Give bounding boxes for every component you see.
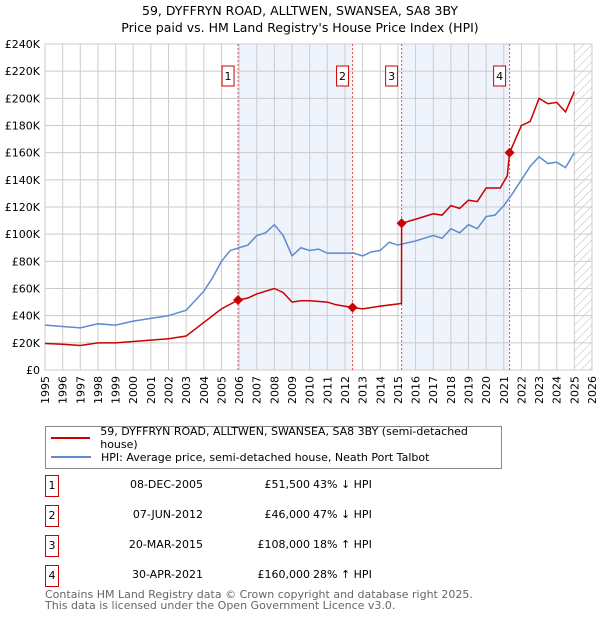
x-tick-label: 1996: [57, 376, 70, 404]
x-tick-label: 2000: [127, 376, 140, 404]
y-tick-label: £200K: [5, 92, 41, 105]
x-tick-label: 2005: [215, 376, 228, 404]
x-tick-label: 2007: [251, 376, 264, 404]
y-tick-label: £180K: [5, 120, 41, 133]
x-tick-label: 2001: [145, 376, 158, 404]
x-tick-label: 1995: [39, 376, 52, 404]
y-tick-label: £140K: [5, 174, 41, 187]
transaction-price: £51,500: [264, 478, 311, 491]
legend-label-property: 59, DYFFRYN ROAD, ALLTWEN, SWANSEA, SA8 …: [100, 425, 468, 451]
transaction-row: 2 07-JUN-2012 £46,000 47% ↓ HPI: [45, 505, 545, 527]
transaction-date: 07-JUN-2012: [132, 508, 203, 521]
x-tick-label: 1997: [74, 376, 87, 404]
marker-label-box: [221, 65, 235, 87]
sale-point-marker: [504, 147, 515, 158]
sale-point-marker: [233, 295, 244, 306]
transaction-price: £46,000: [264, 508, 311, 521]
transaction-number-badge: 4: [45, 565, 59, 587]
transaction-date: 08-DEC-2005: [129, 478, 203, 491]
x-tick-label: 2026: [586, 376, 599, 404]
marker-label-box: [493, 65, 507, 87]
transaction-price: £108,000: [257, 538, 311, 551]
marker-label: 3: [388, 70, 395, 83]
x-tick-label: 2014: [374, 376, 387, 404]
x-tick-label: 2002: [163, 376, 176, 404]
marker-label-box: [336, 65, 350, 87]
chart-subtitle: Price paid vs. HM Land Registry's House …: [121, 20, 479, 35]
y-tick-label: £220K: [5, 65, 41, 78]
blue-line-swatch: [51, 456, 91, 458]
sale-point-marker: [347, 302, 358, 313]
price-chart: 1995 1996 1997 1998 1999 2000 2001 2002 2003 2004…: [5, 38, 599, 404]
x-tick-label: 2018: [445, 376, 458, 404]
transaction-hpi-change: 28% ↑ HPI: [313, 568, 372, 581]
transaction-row: 1 08-DEC-2005 £51,500 43% ↓ HPI: [45, 475, 545, 497]
x-tick-label: 2024: [551, 376, 564, 404]
y-tick-label: £40K: [12, 310, 41, 323]
x-tick-label: 2013: [357, 376, 370, 404]
x-tick-label: 2025: [568, 376, 581, 404]
x-tick-label: 2015: [392, 376, 405, 404]
x-tick-label: 2008: [268, 376, 281, 404]
hpi-line: [44, 152, 576, 329]
footer-licence: This data is licensed under the Open Gov…: [45, 599, 396, 612]
legend-item-property: 59, DYFFRYN ROAD, ALLTWEN, SWANSEA, SA8 …: [51, 425, 501, 451]
transaction-hpi-change: 43% ↓ HPI: [313, 478, 372, 491]
x-tick-label: 2006: [233, 376, 246, 404]
y-tick-label: £240K: [5, 38, 41, 51]
x-tick-label: 2023: [533, 376, 546, 404]
marker-label-box: [385, 65, 399, 87]
x-tick-label: 2009: [286, 376, 299, 404]
footer-copyright: Contains HM Land Registry data © Crown c…: [45, 588, 473, 601]
y-tick-label: £80K: [12, 255, 41, 268]
legend-item-hpi: HPI: Average price, semi-detached house,…: [51, 449, 429, 465]
marker-label: 1: [225, 70, 232, 83]
transaction-number-badge: 3: [45, 535, 59, 557]
y-tick-label: £60K: [12, 283, 41, 296]
y-tick-label: £0: [26, 364, 40, 377]
marker-label: 2: [339, 70, 346, 83]
transaction-price: £160,000: [257, 568, 311, 581]
x-tick-label: 2019: [462, 376, 475, 404]
transaction-date: 30-APR-2021: [131, 568, 203, 581]
x-tick-label: 2011: [321, 376, 334, 404]
x-tick-label: 2010: [304, 376, 317, 404]
transaction-row: 3 20-MAR-2015 £108,000 18% ↑ HPI: [45, 535, 545, 557]
x-tick-label: 1998: [92, 376, 105, 404]
x-tick-label: 2004: [198, 376, 211, 404]
legend: 59, DYFFRYN ROAD, ALLTWEN, SWANSEA, SA8 …: [45, 425, 502, 469]
y-tick-label: £100K: [5, 228, 41, 241]
chart-title: 59, DYFFRYN ROAD, ALLTWEN, SWANSEA, SA8 …: [142, 3, 458, 18]
y-tick-label: £160K: [5, 147, 41, 160]
transaction-number-badge: 1: [45, 475, 59, 497]
marker-label: 4: [496, 70, 503, 83]
transaction-hpi-change: 47% ↓ HPI: [313, 508, 372, 521]
x-tick-label: 2022: [515, 376, 528, 404]
footer: Contains HM Land Registry data © Crown c…: [45, 589, 473, 611]
transaction-row: 4 30-APR-2021 £160,000 28% ↑ HPI: [45, 565, 545, 587]
x-tick-label: 1999: [110, 376, 123, 404]
x-tick-label: 2003: [180, 376, 193, 404]
plot-frame: [44, 43, 593, 371]
y-tick-label: £20K: [12, 337, 41, 350]
sale-point-marker: [396, 218, 407, 229]
transaction-number-badge: 2: [45, 505, 59, 527]
x-tick-label: 2017: [427, 376, 440, 404]
y-tick-label: £120K: [5, 201, 41, 214]
transaction-hpi-change: 18% ↑ HPI: [313, 538, 372, 551]
transaction-date: 20-MAR-2015: [128, 538, 203, 551]
x-tick-label: 2016: [410, 376, 423, 404]
legend-label-hpi: HPI: Average price, semi-detached house,…: [101, 450, 430, 464]
x-tick-label: 2020: [480, 376, 493, 404]
x-tick-label: 2012: [339, 376, 352, 404]
red-line-swatch: [51, 437, 91, 439]
x-tick-label: 2021: [498, 376, 511, 404]
